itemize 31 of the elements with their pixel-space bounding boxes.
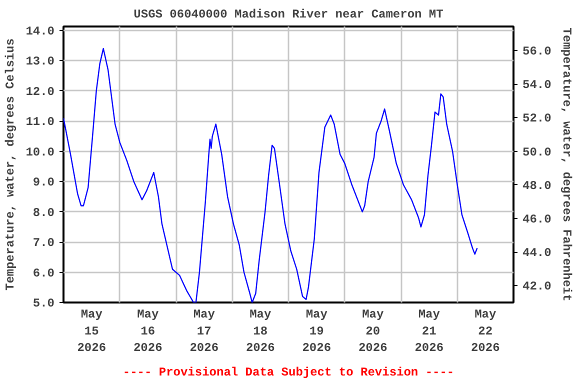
x-tick-label: May 21 2026: [414, 308, 444, 356]
line-series: [64, 48, 478, 302]
y2-axis-title: Temperature, water, degrees Fahrenheit: [559, 28, 574, 302]
chart-title: USGS 06040000 Madison River near Cameron MT: [134, 8, 444, 22]
x-tick-label: May 16 2026: [133, 308, 162, 356]
x-tick-label: May 15 2026: [77, 308, 106, 356]
y-tick-label: 11.0: [26, 115, 55, 130]
y-tick-label: 9.0: [32, 176, 55, 190]
x-tick-label: May 20 2026: [358, 308, 388, 356]
x-tick-label: May 22 2026: [470, 308, 500, 356]
x-tick-label: May 17 2026: [190, 308, 219, 356]
y-tick-label: 5.0: [32, 296, 55, 310]
x-tick-label: May 19 2026: [302, 308, 332, 356]
y2-tick-label: 42.0: [522, 280, 552, 294]
y-tick-label: 7.0: [32, 236, 55, 250]
y-tick-label: 8.0: [32, 206, 55, 220]
y-tick-label: 12.0: [26, 84, 55, 99]
y2-tick-label: 46.0: [522, 212, 552, 227]
y2-tick-label: 48.0: [522, 178, 552, 193]
y-tick-label: 10.0: [26, 145, 55, 160]
y-axis-title: Temperature, water, degrees Celsius: [4, 38, 18, 291]
text: ---- Provisional Data Subject to Revision ----: [122, 366, 454, 380]
x-tick-label: May 18 2026: [246, 308, 275, 356]
y-tick-label: 6.0: [32, 266, 55, 280]
y2-tick-label: 56.0: [522, 44, 552, 59]
y2-tick-label: 52.0: [522, 112, 552, 126]
y2-tick-label: 54.0: [522, 78, 552, 92]
y2-tick-label: 44.0: [522, 246, 552, 260]
y2-tick-label: 50.0: [522, 145, 552, 160]
y-tick-label: 13.0: [26, 54, 55, 69]
y-tick-label: 14.0: [26, 24, 55, 38]
